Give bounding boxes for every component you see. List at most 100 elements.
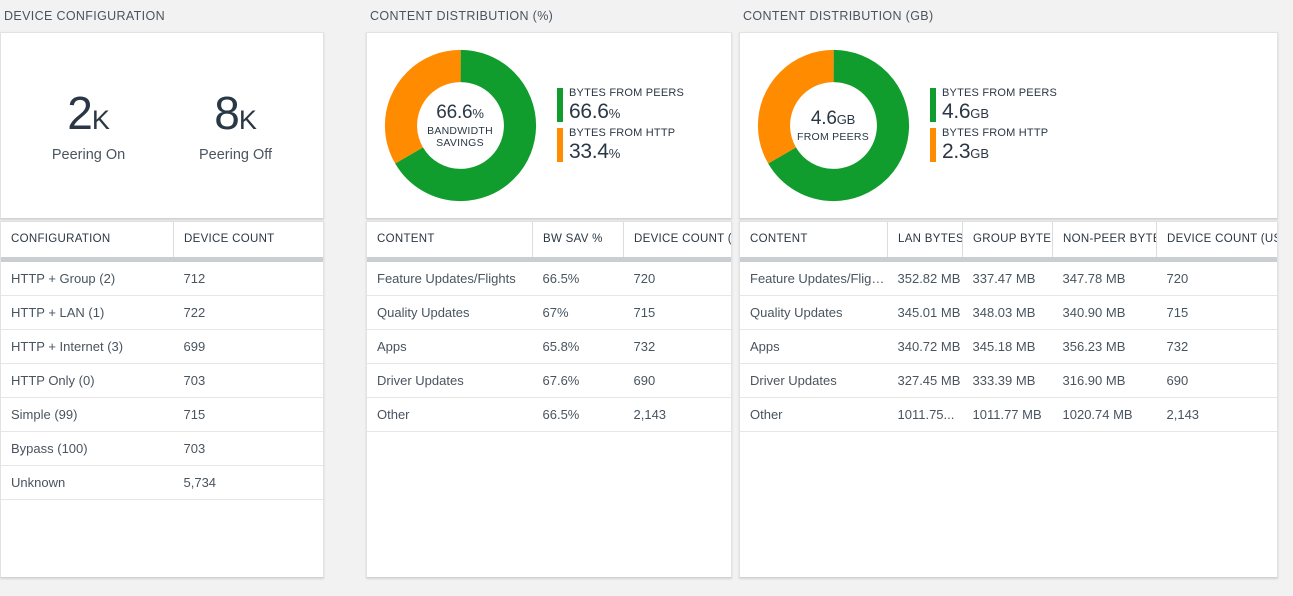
table-row[interactable]: Feature Updates/Flights 352.82 MB 337.47… (740, 262, 1277, 296)
cell-device-count: 715 (1156, 295, 1277, 330)
cell-configuration: Unknown (1, 465, 174, 500)
legend-value: 33.4% (569, 140, 731, 165)
content-distribution-pct-chart-card: 66.6% BANDWIDTH SAVINGS BYTES FROM PEERS… (366, 32, 732, 219)
donut-chart-gb: 4.6GB FROM PEERS (755, 47, 912, 204)
cell-group-bytes: 333.39 MB (962, 363, 1053, 398)
column-header-bw-sav-pct[interactable]: BW SAV % (532, 222, 624, 257)
kpi-peering-on-number: 2 (67, 87, 93, 139)
cell-non-peer-bytes: 340.90 MB (1052, 295, 1157, 330)
legend-item-bytes-from-peers[interactable]: BYTES FROM PEERS 4.6GB (930, 86, 1277, 125)
device-configuration-table: CONFIGURATION DEVICE COUNT HTTP + Group … (1, 222, 323, 500)
cell-content: Driver Updates (740, 363, 888, 398)
kpi-peering-on-label: Peering On (51, 147, 126, 163)
legend-value-unit: % (608, 105, 621, 121)
table-row[interactable]: Driver Updates 327.45 MB 333.39 MB 316.9… (740, 363, 1277, 398)
cell-device-count: 699 (173, 329, 323, 364)
table-head: CONTENT LAN BYTES GROUP BYTES NON-PEER B… (740, 222, 1277, 262)
cell-content: Feature Updates/Flights (367, 262, 533, 296)
legend-value-number: 66.6 (569, 99, 609, 123)
table-row[interactable]: HTTP + Internet (3) 699 (1, 329, 323, 364)
column-header-content[interactable]: CONTENT (367, 222, 533, 257)
column-header-device-count-used-p2p[interactable]: DEVICE COUNT (USED P2P) (634, 233, 731, 245)
cell-group-bytes: 337.47 MB (962, 262, 1053, 296)
table-row[interactable]: Apps 65.8% 732 (367, 329, 731, 364)
table-row[interactable]: Simple (99) 715 (1, 397, 323, 432)
table-row[interactable]: Quality Updates 345.01 MB 348.03 MB 340.… (740, 295, 1277, 330)
legend-item-bytes-from-peers[interactable]: BYTES FROM PEERS 66.6% (557, 86, 731, 125)
legend-swatch-icon (930, 87, 936, 122)
cell-content: Apps (367, 329, 533, 364)
cell-device-count: 712 (173, 262, 323, 296)
cell-configuration: Simple (99) (1, 397, 174, 432)
cell-content: Quality Updates (367, 295, 533, 330)
table-row[interactable]: Other 66.5% 2,143 (367, 397, 731, 432)
table-row[interactable]: Unknown 5,734 (1, 465, 323, 500)
kpi-peering-off-number: 8 (214, 87, 240, 139)
table-row[interactable]: Other 1011.75... 1011.77 MB 1020.74 MB 2… (740, 397, 1277, 432)
legend-value-number: 4.6 (942, 99, 971, 123)
content-distribution-pct-table-card: CONTENT BW SAV % DEVICE COUNT (USED P2P)… (366, 221, 732, 578)
legend-label: BYTES FROM PEERS (942, 86, 1058, 99)
column-header-group-bytes[interactable]: GROUP BYTES (962, 222, 1053, 257)
cell-device-count: 715 (173, 397, 323, 432)
cell-bw-sav: 67% (532, 295, 624, 330)
table-body: Feature Updates/Flights 66.5% 720 Qualit… (367, 262, 731, 432)
device-configuration-table-card: CONFIGURATION DEVICE COUNT HTTP + Group … (0, 221, 324, 578)
donut-chart-pct: 66.6% BANDWIDTH SAVINGS (382, 47, 539, 204)
cell-device-count: 732 (1156, 329, 1277, 364)
column-header-lan-bytes[interactable]: LAN BYTES (887, 222, 963, 257)
cell-device-count: 2,143 (1156, 397, 1277, 432)
column-header-content[interactable]: CONTENT (740, 222, 888, 257)
column-header-device-count[interactable]: DEVICE COUNT (184, 233, 275, 245)
legend-value: 2.3GB (942, 140, 1277, 165)
table-header-row: CONFIGURATION DEVICE COUNT (1, 222, 323, 257)
cell-device-count: 703 (173, 431, 323, 466)
legend-item-bytes-from-http[interactable]: BYTES FROM HTTP 2.3GB (930, 126, 1277, 165)
cell-content: Other (367, 397, 533, 432)
donut-chart-pct-svg (384, 49, 536, 202)
cell-non-peer-bytes: 356.23 MB (1052, 329, 1157, 364)
cell-configuration: HTTP + Group (2) (1, 262, 174, 296)
table-header-rule (1, 256, 323, 262)
legend-swatch-icon (557, 127, 563, 162)
donut-slice-bytes-from-http[interactable] (757, 49, 909, 202)
column-header-device-count-used-p2p[interactable]: DEVICE COUNT (USED P2P) (1167, 233, 1277, 245)
cell-device-count: 720 (623, 262, 731, 296)
table-row[interactable]: Bypass (100) 703 (1, 431, 323, 466)
donut-slice-bytes-from-http[interactable] (384, 49, 536, 202)
table-row[interactable]: Driver Updates 67.6% 690 (367, 363, 731, 398)
content-distribution-gb-chart-card: 4.6GB FROM PEERS BYTES FROM PEERS 4.6GB (739, 32, 1278, 219)
table-row[interactable]: Apps 340.72 MB 345.18 MB 356.23 MB 732 (740, 329, 1277, 364)
column-header-configuration[interactable]: CONFIGURATION (1, 222, 174, 257)
cell-content: Other (740, 397, 888, 432)
kpi-peering-off: 8K Peering Off (199, 88, 272, 163)
cell-group-bytes: 348.03 MB (962, 295, 1053, 330)
legend-item-bytes-from-http[interactable]: BYTES FROM HTTP 33.4% (557, 126, 731, 165)
table-header-rule-cell (367, 256, 731, 262)
cell-device-count: 722 (173, 295, 323, 330)
column-header-non-peer-bytes[interactable]: NON-PEER BYTES (1052, 222, 1157, 257)
kpi-peering-off-value: 8K (199, 88, 272, 145)
legend-value-unit: % (608, 145, 621, 161)
table-row[interactable]: Feature Updates/Flights 66.5% 720 (367, 262, 731, 296)
content-distribution-gb-table-card: CONTENT LAN BYTES GROUP BYTES NON-PEER B… (739, 221, 1278, 578)
legend-label: BYTES FROM PEERS (569, 86, 685, 99)
kpi-peering-on-value: 2K (52, 88, 125, 145)
cell-device-count: 732 (623, 329, 731, 364)
table-row[interactable]: Quality Updates 67% 715 (367, 295, 731, 330)
table-row[interactable]: HTTP + LAN (1) 722 (1, 295, 323, 330)
table-row[interactable]: HTTP Only (0) 703 (1, 363, 323, 398)
cell-device-count: 2,143 (623, 397, 731, 432)
cell-content: Quality Updates (740, 295, 888, 330)
table-header-rule-cell (1, 256, 323, 262)
legend-value-number: 2.3 (942, 139, 971, 163)
cell-configuration: HTTP Only (0) (1, 363, 174, 398)
donut-slice-bytes-from-peers[interactable] (757, 49, 909, 202)
cell-lan-bytes: 327.45 MB (887, 363, 963, 398)
cell-content: Apps (740, 329, 888, 364)
donut-slice-bytes-from-peers[interactable] (384, 49, 536, 202)
panel-title-device-configuration: DEVICE CONFIGURATION (4, 9, 165, 23)
table-row[interactable]: HTTP + Group (2) 712 (1, 262, 323, 296)
cell-configuration: Bypass (100) (1, 431, 174, 466)
